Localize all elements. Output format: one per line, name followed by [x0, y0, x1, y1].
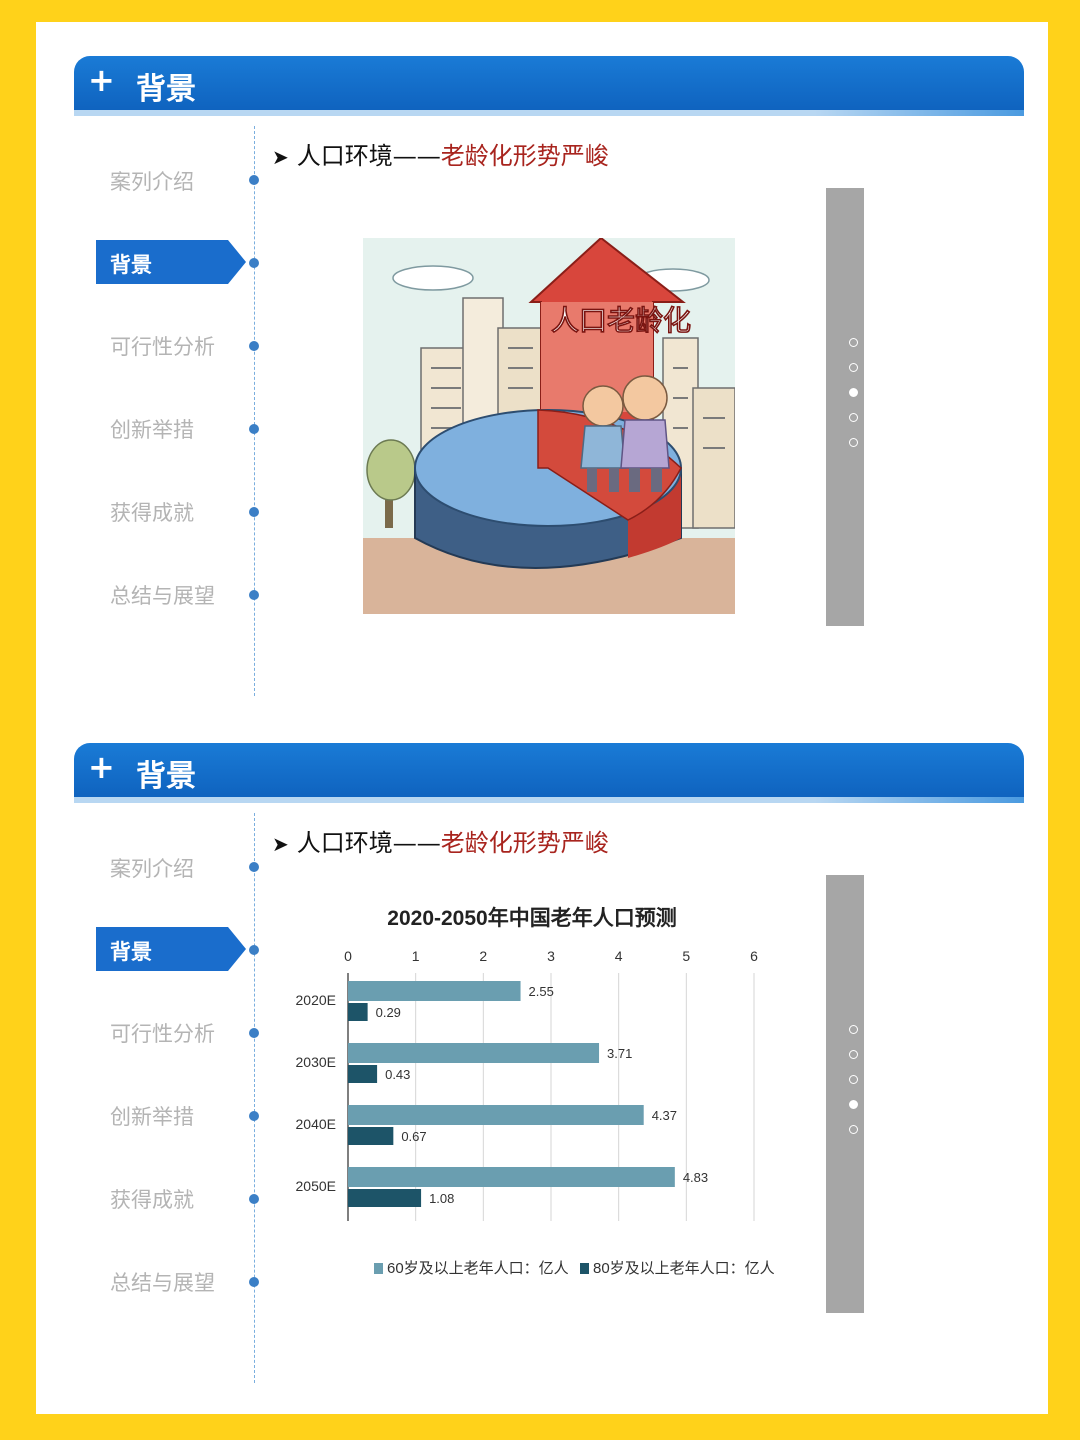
chart-title: 2020-2050年中国老年人口预测: [387, 906, 676, 930]
bar-80plus: [348, 1065, 378, 1083]
nav-item-feasibility[interactable]: 可行性分析: [110, 1022, 215, 1046]
pager-dot[interactable]: [849, 338, 858, 347]
slide-2: + 背景 背景 案列介绍 可行性分析 创新举措 获得成就 总结与展望 ➤ 人口环境…: [36, 727, 1048, 1387]
nav-item-summary[interactable]: 总结与展望: [110, 1271, 215, 1295]
x-tick-label: 5: [682, 948, 690, 964]
pager-dot-active[interactable]: [849, 1100, 858, 1109]
nav-item-innovation[interactable]: 创新举措: [110, 418, 194, 442]
x-tick-label: 3: [547, 948, 555, 964]
data-label: 0.67: [401, 1129, 426, 1144]
pager-dot[interactable]: [849, 1025, 858, 1034]
nav-dot: [249, 258, 259, 268]
slide-pager-bar[interactable]: [826, 188, 864, 626]
header-underline: [74, 110, 1024, 116]
data-label: 0.29: [376, 1005, 401, 1020]
nav-divider: [254, 126, 255, 696]
nav-active-label: 背景: [110, 252, 152, 277]
nav-dot: [249, 507, 259, 517]
nav-dot: [249, 862, 259, 872]
subtitle-highlight: 老龄化形势严峻: [440, 142, 609, 170]
nav-dot: [249, 424, 259, 434]
subtitle-prefix: 人口环境——: [296, 142, 441, 170]
nav-dot: [249, 1194, 259, 1204]
section-subtitle: ➤ 人口环境——老龄化形势严峻: [272, 823, 609, 858]
slide-header: + 背景: [74, 56, 1024, 110]
data-label: 4.37: [652, 1108, 677, 1123]
header-title: 背景: [136, 759, 196, 794]
nav-item-feasibility[interactable]: 可行性分析: [110, 335, 215, 359]
category-label: 2020E: [296, 992, 336, 1008]
header-title: 背景: [136, 72, 196, 107]
nav-dot: [249, 1028, 259, 1038]
subtitle-prefix: 人口环境——: [296, 829, 441, 857]
nav-active-label: 背景: [110, 939, 152, 964]
category-label: 2050E: [296, 1178, 336, 1194]
nav-dot: [249, 175, 259, 185]
category-label: 2040E: [296, 1116, 336, 1132]
data-label: 0.43: [385, 1067, 410, 1082]
bar-80plus: [348, 1003, 368, 1021]
plus-icon: +: [88, 748, 115, 786]
bar-60plus: [348, 1043, 600, 1063]
slide-1: + 背景 背景 案列介绍 可行性分析 创新举措 获得成就 总结与展望 ➤ 人口环境…: [36, 40, 1048, 700]
data-label: 1.08: [429, 1191, 454, 1206]
legend-swatch: [374, 1263, 383, 1274]
x-tick-label: 2: [479, 948, 487, 964]
slide-header: + 背景: [74, 743, 1024, 797]
subtitle-highlight: 老龄化形势严峻: [440, 829, 609, 857]
bar-60plus: [348, 1105, 644, 1125]
plus-icon: +: [88, 61, 115, 99]
pager-dot[interactable]: [849, 438, 858, 447]
pager-dot[interactable]: [849, 363, 858, 372]
nav-dot: [249, 1111, 259, 1121]
nav-active-indicator[interactable]: 背景: [96, 927, 246, 971]
pager-dot[interactable]: [849, 1125, 858, 1134]
legend-label: 80岁及以上老年人口：亿人: [593, 1260, 775, 1277]
x-tick-label: 4: [615, 948, 623, 964]
bar-80plus: [348, 1189, 422, 1207]
pager-dot[interactable]: [849, 1050, 858, 1059]
data-label: 3.71: [607, 1046, 632, 1061]
population-bar-chart: 2020-2050年中国老年人口预测 0 1 2 3 4 5 6 2020E 2.55 0.29…: [296, 906, 775, 1277]
data-label: 2.55: [529, 984, 554, 999]
legend-label: 60岁及以上老年人口：亿人: [387, 1260, 569, 1277]
bullet-arrow-icon: ➤: [272, 145, 289, 169]
tree-icon: [366, 439, 416, 528]
nav-item-achievements[interactable]: 获得成就: [110, 501, 194, 525]
x-tick-label: 1: [412, 948, 420, 964]
nav-dot: [249, 590, 259, 600]
legend-swatch: [580, 1263, 589, 1274]
nav-item-achievements[interactable]: 获得成就: [110, 1188, 194, 1212]
elderly-couple-icon: [580, 375, 670, 492]
nav-dot: [249, 945, 259, 955]
nav-item-case-intro[interactable]: 案列介绍: [110, 857, 194, 881]
header-underline: [74, 797, 1024, 803]
bar-60plus: [348, 1167, 675, 1187]
pager-dot-active[interactable]: [849, 388, 858, 397]
data-label: 4.83: [683, 1170, 708, 1185]
nav-item-case-intro[interactable]: 案列介绍: [110, 170, 194, 194]
bullet-arrow-icon: ➤: [272, 832, 289, 856]
nav-dot: [249, 1277, 259, 1287]
x-tick-label: 0: [344, 948, 352, 964]
arrow-label: 人口老龄化: [551, 304, 691, 337]
nav-item-summary[interactable]: 总结与展望: [110, 584, 215, 608]
nav-active-indicator[interactable]: 背景: [96, 240, 246, 284]
section-subtitle: ➤ 人口环境——老龄化形势严峻: [272, 136, 609, 171]
category-label: 2030E: [296, 1054, 336, 1070]
nav-dot: [249, 341, 259, 351]
pager-dot[interactable]: [849, 413, 858, 422]
nav-item-innovation[interactable]: 创新举措: [110, 1105, 194, 1129]
bar-60plus: [348, 981, 521, 1001]
pager-dot[interactable]: [849, 1075, 858, 1084]
x-tick-label: 6: [750, 948, 758, 964]
aging-illustration: 人口老龄化: [363, 238, 735, 614]
slide-pager-bar[interactable]: [826, 875, 864, 1313]
nav-divider: [254, 813, 255, 1383]
bar-80plus: [348, 1127, 394, 1145]
